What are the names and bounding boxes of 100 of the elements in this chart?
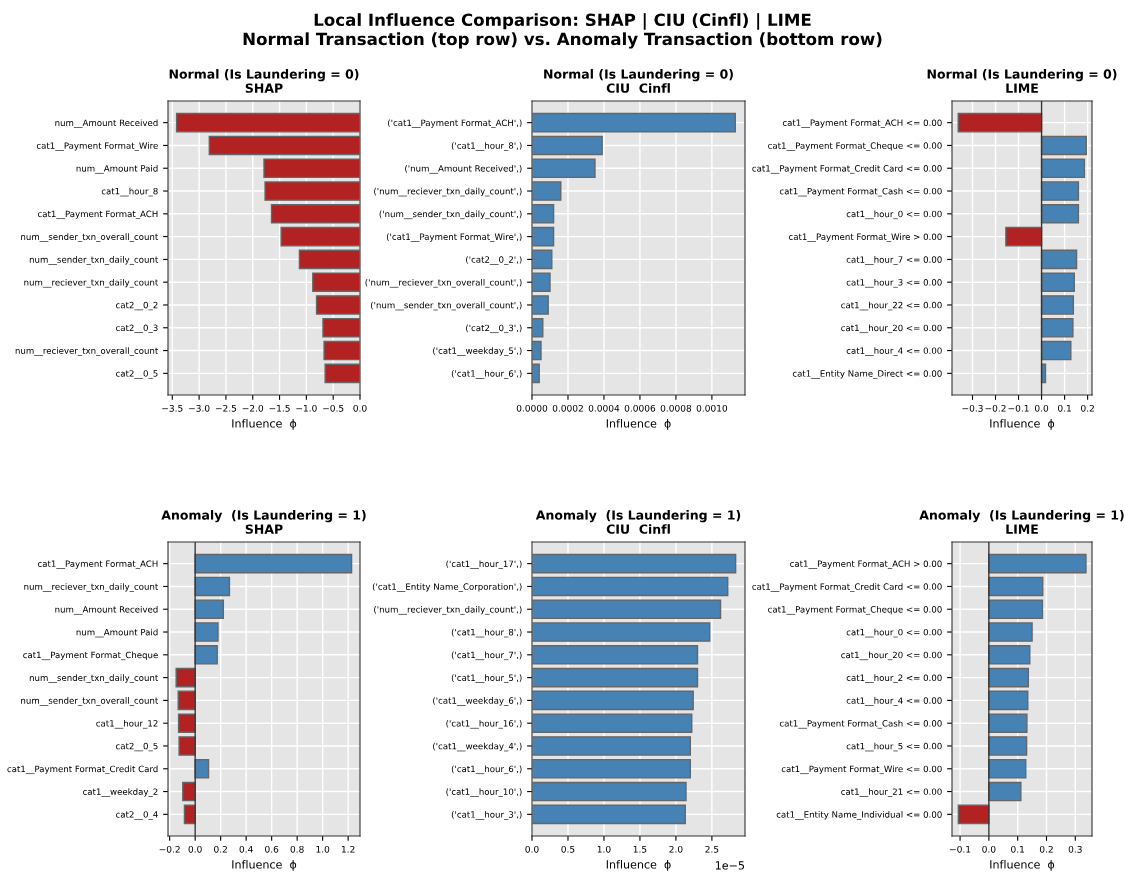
bar: [532, 758, 692, 779]
y-tick-label: ('cat1__hour_6',): [451, 370, 522, 379]
y-tick-label: cat2__0_5: [116, 370, 158, 379]
bar: [957, 112, 1043, 133]
y-tick-label: num__Amount Paid: [76, 164, 158, 174]
y-tick-label: cat1__Payment Format_Credit Card <= 0.00: [752, 583, 942, 592]
x-tick-label: 0.6: [265, 845, 279, 853]
y-tick-label: cat2__0_3: [116, 324, 158, 333]
y-tick-label: ('cat1__weekday_6',): [433, 697, 522, 706]
bar: [194, 622, 219, 642]
y-tick-label: ('cat2__0_3',): [466, 324, 522, 334]
y-tick-label: cat1__Payment Format_Cheque <= 0.00: [768, 605, 942, 615]
x-tick-label: 0.0: [353, 404, 367, 412]
y-tick-label: cat1__Payment Format_Wire: [36, 142, 158, 151]
y-tick-label: ('cat1__hour_5',): [451, 674, 522, 683]
x-axis-title: Influence ϕ: [990, 419, 1055, 430]
y-tick-label: cat1__hour_12: [96, 719, 158, 729]
y-tick-label: ('num__sender_txn_daily_count',): [379, 210, 522, 220]
bar: [988, 599, 1044, 620]
x-tick-label: 0.0000: [516, 404, 548, 412]
y-tick-label: cat1__Entity Name_Direct <= 0.00: [792, 370, 942, 379]
y-tick-label: cat1__hour_21 <= 0.00: [841, 788, 942, 797]
y-tick-label: cat1__Payment Format_Wire <= 0.00: [781, 765, 942, 775]
x-axis-title: Influence ϕ: [232, 419, 297, 430]
y-tick-label: ('num__reciever_txn_overall_count',): [365, 278, 522, 288]
bar: [988, 758, 1027, 779]
y-tick-label: cat2__0_4: [116, 811, 158, 820]
y-tick-label: cat2__0_5: [116, 742, 158, 752]
bar: [532, 804, 686, 825]
bar: [1040, 249, 1078, 270]
y-tick-label: ('cat2__0_2',): [466, 256, 522, 265]
bar: [532, 158, 596, 179]
x-tick-label: 2.5: [705, 845, 719, 853]
x-tick-label: −2.5: [215, 404, 237, 412]
y-tick-label: ('num__reciever_txn_daily_count',): [374, 187, 522, 197]
x-tick-label: 0.0004: [588, 404, 620, 412]
x-tick-label: −0.2: [159, 845, 180, 853]
chart-title: Normal (Is Laundering = 0) LIME: [927, 69, 1117, 93]
y-tick-label: num__sender_txn_daily_count: [29, 674, 159, 683]
x-tick-label: 1.5: [633, 846, 647, 853]
chart-title: Anomaly (Is Laundering = 1) CIU Cinfl: [535, 510, 741, 534]
y-tick-label: ('num__reciever_txn_daily_count',): [374, 605, 522, 615]
x-tick-label: 0.8: [290, 845, 304, 853]
x-tick-label: 0.4: [239, 845, 253, 853]
y-tick-label: cat1__hour_8: [101, 187, 158, 197]
bar: [194, 645, 218, 665]
y-tick-label: cat1__Payment Format_ACH > 0.00: [790, 560, 942, 569]
bar: [532, 781, 687, 802]
x-tick-label: −1.0: [296, 404, 317, 412]
y-tick-label: cat1__Payment Format_Cheque: [23, 651, 158, 661]
y-tick-label: num__Amount Received: [55, 605, 158, 615]
chart-title: Normal (Is Laundering = 0) SHAP: [169, 69, 359, 93]
bar: [988, 690, 1029, 711]
x-tick-label: 0.1: [1058, 404, 1071, 412]
bar: [532, 363, 540, 384]
x-tick-label: −0.1: [950, 845, 971, 853]
bar: [988, 576, 1044, 597]
bar: [532, 576, 729, 597]
x-tick-label: 0.0008: [660, 404, 692, 412]
y-tick-label: ('cat1__hour_7',): [451, 651, 522, 661]
bar: [532, 181, 562, 201]
x-axis-title: Influence ϕ: [606, 419, 671, 430]
x-tick-label: −2.0: [242, 404, 264, 412]
y-tick-label: ('cat1__Payment Format_Wire',): [386, 233, 522, 242]
bar: [1040, 204, 1080, 224]
x-tick-label: −0.5: [323, 404, 344, 412]
bar: [1040, 340, 1072, 361]
y-tick-label: num__reciever_txn_overall_count: [15, 347, 159, 356]
y-tick-label: cat1__hour_5 <= 0.00: [846, 742, 942, 752]
y-tick-label: num__Amount Received: [55, 119, 158, 128]
x-tick-label: 0.5: [561, 845, 575, 853]
bar: [532, 295, 549, 315]
x-tick-label: 0.0: [1034, 404, 1049, 412]
x-tick-label: 0.0002: [552, 404, 583, 412]
bar: [1040, 272, 1075, 292]
bar: [1040, 181, 1080, 201]
y-tick-label: cat1__hour_20 <= 0.00: [841, 651, 942, 661]
bar: [1040, 135, 1087, 156]
y-tick-label: cat1__Payment Format_Cash <= 0.00: [779, 719, 942, 729]
text: 1e−5: [715, 861, 745, 870]
y-tick-label: ('num__sender_txn_overall_count',): [370, 301, 522, 311]
bar: [532, 249, 553, 270]
x-tick-label: 2.0: [669, 845, 683, 853]
bar: [532, 272, 551, 292]
bar: [194, 599, 225, 620]
bar: [175, 667, 196, 688]
x-tick-label: −0.3: [962, 404, 983, 412]
y-tick-label: cat1__Payment Format_ACH: [37, 210, 158, 220]
y-tick-label: ('cat1__hour_3',): [451, 811, 522, 820]
y-tick-label: cat1__hour_7 <= 0.00: [846, 256, 942, 265]
y-tick-label: num__reciever_txn_daily_count: [24, 278, 159, 288]
bar: [1005, 226, 1043, 247]
y-tick-label: cat1__hour_2 <= 0.00: [846, 674, 942, 683]
y-tick-label: ('cat1__Payment Format_ACH',): [388, 119, 522, 128]
chart-title: Normal (Is Laundering = 0) CIU Cinfl: [544, 69, 733, 93]
y-tick-label: ('num__Amount Received',): [405, 164, 522, 174]
x-tick-label: 1.0: [316, 845, 330, 853]
bar: [988, 781, 1022, 802]
y-tick-label: cat1__hour_4 <= 0.00: [846, 347, 942, 356]
y-tick-label: ('cat1__weekday_4',): [433, 742, 522, 752]
